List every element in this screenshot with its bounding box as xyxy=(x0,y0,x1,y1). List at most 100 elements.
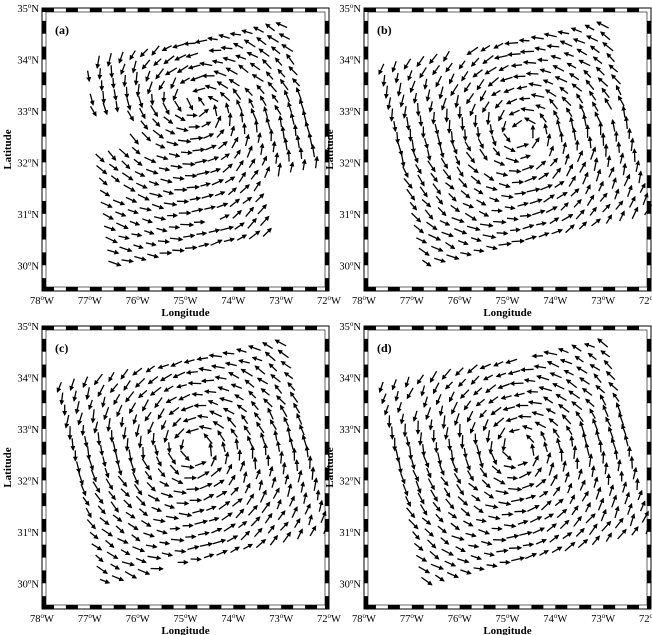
wind-arrow xyxy=(222,407,235,415)
wind-arrow xyxy=(614,188,620,200)
wind-arrow xyxy=(565,379,578,389)
wind-arrow xyxy=(108,490,116,501)
wind-arrow xyxy=(405,116,411,131)
wind-arrow xyxy=(210,454,217,467)
wind-arrow xyxy=(475,126,481,139)
wind-arrow xyxy=(205,144,217,151)
wind-arrow xyxy=(218,33,230,39)
wind-arrow xyxy=(113,393,121,406)
wind-arrow xyxy=(274,104,282,115)
wind-arrow xyxy=(498,109,505,122)
wind-arrow xyxy=(147,253,160,259)
wind-arrow xyxy=(146,81,153,95)
wind-arrow xyxy=(137,568,151,575)
wind-arrow xyxy=(454,155,461,166)
wind-arrow xyxy=(423,455,430,469)
wind-arrow xyxy=(394,131,400,145)
wind-arrow xyxy=(456,166,464,178)
wind-arrow xyxy=(589,90,597,101)
wind-arrow xyxy=(578,59,591,67)
wind-arrow xyxy=(566,62,577,69)
wind-arrow xyxy=(549,534,560,543)
wind-arrow xyxy=(158,166,171,172)
wind-arrow xyxy=(264,351,276,362)
wind-arrow xyxy=(292,77,301,87)
wind-arrow xyxy=(451,535,465,541)
wind-arrow xyxy=(181,464,195,470)
wind-arrow xyxy=(412,410,418,422)
wind-arrow xyxy=(424,209,434,220)
wind-arrow xyxy=(493,54,508,60)
wind-arrow xyxy=(540,430,546,441)
panel-b: 78oW 77oW 76oW 75oW 74oW 73oW 72oW 35oN 34oN 33oN… xyxy=(324,2,652,319)
wind-arrow xyxy=(432,382,440,395)
wind-arrow xyxy=(141,131,152,142)
wind-arrow xyxy=(179,439,185,451)
wind-arrow xyxy=(284,473,290,485)
wind-arrow xyxy=(186,97,194,111)
wind-arrow xyxy=(503,87,515,94)
wind-arrow xyxy=(287,381,296,391)
wind-arrow xyxy=(626,127,632,139)
wind-arrow xyxy=(168,406,180,416)
wind-arrow xyxy=(153,216,167,221)
wind-arrow xyxy=(439,464,445,476)
wind-arrow xyxy=(248,97,255,109)
wind-arrow xyxy=(220,225,235,231)
wind-arrow xyxy=(522,542,535,548)
wind-arrow xyxy=(510,497,525,503)
wind-arrow xyxy=(124,438,130,452)
wind-arrow xyxy=(464,141,472,152)
panel-a: 78oW 77oW 76oW 75oW 74oW 73oW 72oW 35oN 34oN 33oN… xyxy=(2,2,341,319)
wind-arrow xyxy=(180,150,193,156)
wind-arrow xyxy=(473,188,484,195)
wind-arrow xyxy=(552,167,562,179)
wind-arrow xyxy=(156,155,169,161)
wind-arrow xyxy=(244,482,251,494)
wind-arrow xyxy=(508,109,520,116)
wind-arrow xyxy=(234,394,244,401)
wind-arrow xyxy=(460,190,471,199)
wind-arrow xyxy=(170,360,183,367)
wind-arrow xyxy=(286,426,292,439)
wind-arrow xyxy=(475,398,486,407)
wind-arrow xyxy=(538,232,550,238)
wind-arrow xyxy=(555,393,567,401)
y-axis-title: Latitude xyxy=(324,129,336,169)
wind-arrow xyxy=(235,159,244,172)
wind-arrow xyxy=(271,476,277,488)
wind-arrow xyxy=(585,79,595,91)
wind-arrow xyxy=(440,157,449,169)
x-tick-label: 73oW xyxy=(269,612,293,625)
wind-arrow xyxy=(230,383,243,390)
wind-arrow xyxy=(304,503,311,515)
wind-arrow xyxy=(86,519,96,530)
wind-arrow xyxy=(485,111,491,126)
wind-arrow xyxy=(277,510,286,521)
wind-arrow xyxy=(521,425,533,430)
x-tick-label: 75oW xyxy=(174,294,198,307)
wind-arrow xyxy=(227,187,237,196)
wind-arrow xyxy=(135,495,146,507)
wind-arrow xyxy=(203,493,215,501)
wind-arrow xyxy=(577,468,583,480)
wind-arrow xyxy=(186,486,201,492)
wind-arrow xyxy=(261,501,271,514)
panel-label: (a) xyxy=(55,23,69,37)
wind-arrow xyxy=(241,29,253,35)
wind-arrow xyxy=(534,421,547,429)
wind-arrow xyxy=(199,542,214,547)
wind-arrow xyxy=(585,184,591,195)
wind-arrow xyxy=(579,161,586,173)
wind-arrow xyxy=(93,421,99,434)
wind-arrow xyxy=(105,236,118,244)
wind-arrow xyxy=(118,235,130,241)
panel-c: 78oW 77oW 76oW 75oW 74oW 73oW 72oW 35oN 34oN 33oN… xyxy=(2,320,341,635)
wind-arrow xyxy=(298,147,304,159)
wind-arrow xyxy=(296,412,303,425)
wind-arrow xyxy=(572,38,586,44)
wind-arrow xyxy=(559,40,573,47)
wind-arrow xyxy=(427,539,437,549)
wind-arrow xyxy=(152,118,161,128)
wind-arrow xyxy=(497,383,510,390)
